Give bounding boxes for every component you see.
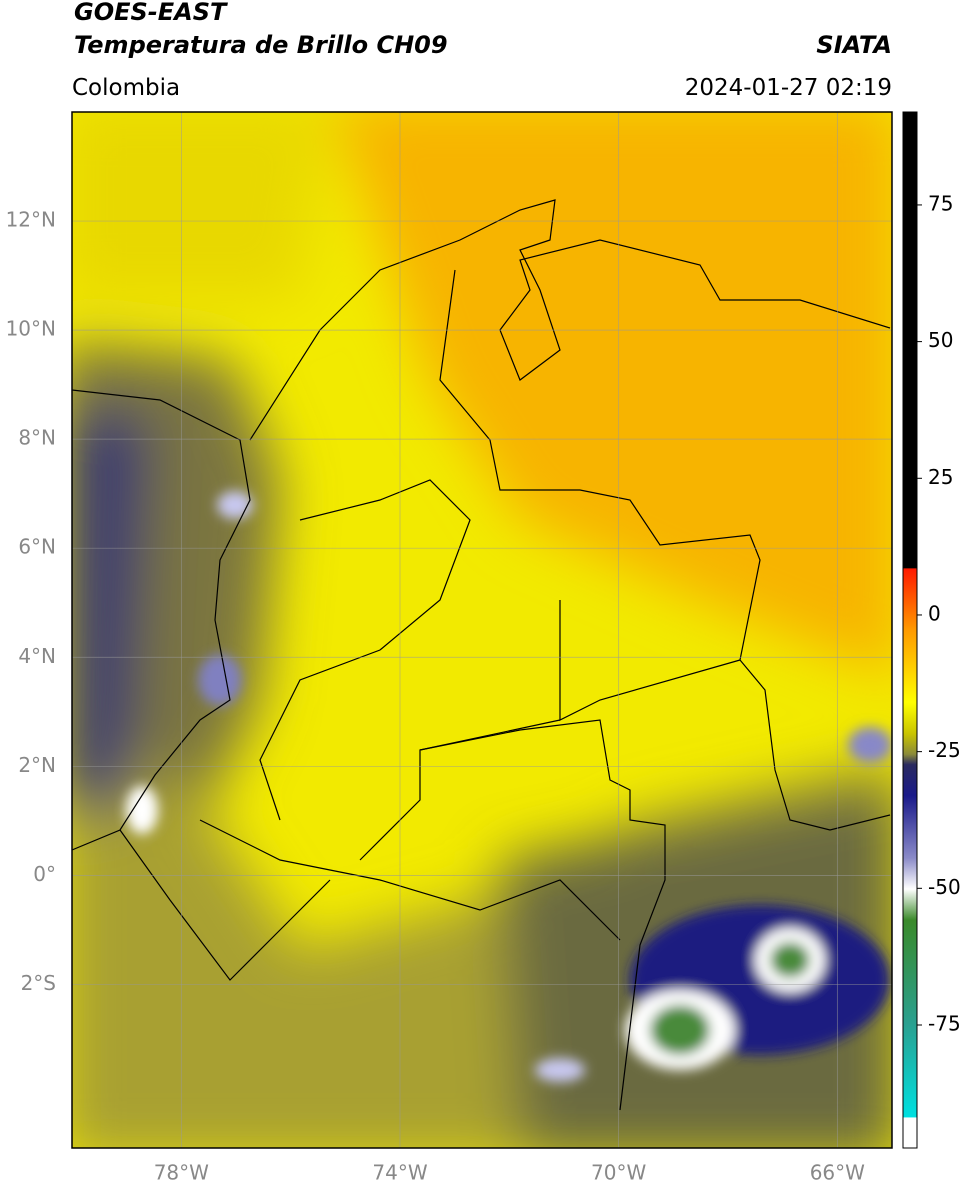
y-tick-label: 8°N bbox=[18, 426, 56, 450]
colorbar-tick-label: 0 bbox=[928, 601, 941, 625]
x-tick-label: 78°W bbox=[154, 1161, 209, 1185]
satellite-image bbox=[72, 112, 892, 1148]
colorbar-tick-label: 75 bbox=[928, 191, 953, 215]
colorbar-tick-label: -75 bbox=[928, 1011, 961, 1035]
subtitle: Temperatura de Brillo CH09 bbox=[74, 31, 448, 59]
title: GOES-EAST bbox=[74, 0, 228, 26]
y-tick-label: 12°N bbox=[6, 208, 56, 232]
datetime: 2024-01-27 02:19 bbox=[685, 75, 892, 101]
source: SIATA bbox=[816, 31, 892, 59]
grid bbox=[72, 112, 892, 1148]
x-tick-label: 74°W bbox=[372, 1161, 427, 1185]
x-tick-label: 66°W bbox=[810, 1161, 865, 1185]
colorbar-tick-label: 25 bbox=[928, 465, 953, 489]
region: Colombia bbox=[72, 75, 180, 101]
colorbar-tick-label: -25 bbox=[928, 738, 961, 762]
y-tick-label: 4°N bbox=[18, 644, 56, 668]
colorbar-tick-label: -50 bbox=[928, 875, 961, 899]
y-tick-label: 6°N bbox=[18, 535, 56, 559]
colorbar-tick-label: 50 bbox=[928, 328, 953, 352]
y-tick-label: 10°N bbox=[6, 317, 56, 341]
colorbar bbox=[902, 111, 918, 1149]
y-tick-label: 2°S bbox=[21, 971, 56, 995]
map-frame bbox=[71, 111, 893, 1149]
x-tick-label: 70°W bbox=[591, 1161, 646, 1185]
y-tick-label: 0° bbox=[33, 862, 56, 886]
y-tick-label: 2°N bbox=[18, 753, 56, 777]
